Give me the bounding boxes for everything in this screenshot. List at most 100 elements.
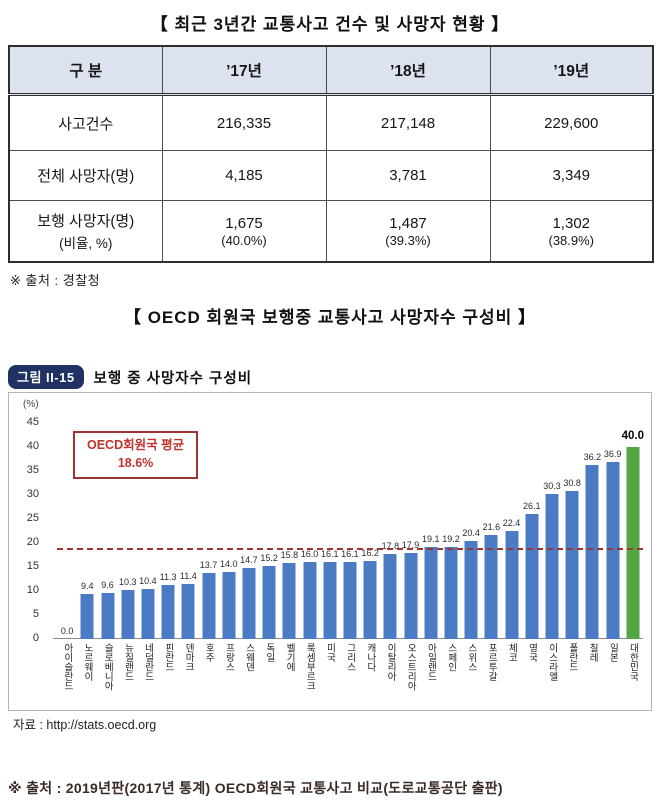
bar-category-label: 스페인 xyxy=(445,643,457,672)
cell-value: 1,675 (40.0%) xyxy=(161,200,327,263)
bar-category-label: 네덜란드 xyxy=(142,643,154,681)
plot-area: 0.0 9.4 9.6 10.3 10.4 11.3 11.4 13.7 14.0 14.7 15.… xyxy=(53,411,644,639)
bar xyxy=(545,494,559,639)
bar-column: 15.8 xyxy=(279,411,299,639)
accident-stats-table: 구 분 ’17년 ’18년 ’19년 사고건수 216,335 217,148 … xyxy=(8,45,654,263)
bar-column: 26.1 xyxy=(522,411,542,639)
bar-column: 20.4 xyxy=(461,411,481,639)
bar-column: 15.2 xyxy=(259,411,279,639)
bar-column: 22.4 xyxy=(501,411,521,639)
bar-column: 13.7 xyxy=(198,411,218,639)
row-label: 보행 사망자(명) (비율, %) xyxy=(8,200,163,263)
bar-column: 17.9 xyxy=(400,411,420,639)
col-header-2019: ’19년 xyxy=(489,45,654,96)
bar xyxy=(585,465,599,639)
bar-column: 30.3 xyxy=(542,411,562,639)
bar-column: 16.0 xyxy=(299,411,319,639)
y-tick-label: 40 xyxy=(26,440,39,452)
cell-value: 4,185 xyxy=(161,150,327,201)
bar-value-label: 16.2 xyxy=(361,548,379,558)
cell-value: 229,600 xyxy=(489,94,654,151)
bar-category-label: 룩셈부르크 xyxy=(304,643,316,691)
row-label-sub: (비율, %) xyxy=(59,236,113,251)
bar-category-label: 프랑스 xyxy=(223,643,235,672)
bar-category-label: 그리스 xyxy=(344,643,356,672)
bar-column: 9.6 xyxy=(97,411,117,639)
bar-value-label: 36.2 xyxy=(583,452,602,462)
cell-main: 1,487 xyxy=(389,214,427,232)
bar xyxy=(626,447,640,639)
y-tick-label: 25 xyxy=(26,512,39,524)
bar-category-label: 오스트리아 xyxy=(405,643,417,691)
bar-value-label: 30.8 xyxy=(563,478,581,488)
table-title: 【 최근 3년간 교통사고 건수 및 사망자 현황 】 xyxy=(150,15,510,34)
bar xyxy=(525,514,539,639)
bar-value-label: 16.1 xyxy=(320,549,339,559)
bar-column: 16.1 xyxy=(340,411,360,639)
table-row: 사고건수 216,335 217,148 229,600 xyxy=(8,94,654,151)
row-label: 전체 사망자(명) xyxy=(8,150,163,201)
bar-value-label: 30.3 xyxy=(543,481,561,491)
bar-value-label: 16.0 xyxy=(300,549,319,559)
bar-value-label: 10.4 xyxy=(139,576,157,586)
bar-value-label: 40.0 xyxy=(621,430,644,442)
bar-value-label: 19.1 xyxy=(421,534,440,544)
bar-value-label: 22.4 xyxy=(502,518,521,528)
table-row: 보행 사망자(명) (비율, %) 1,675 (40.0%) 1,487 (3… xyxy=(8,200,654,263)
category-labels: 아이슬란드 노르웨이 슬로베니아 뉴질랜드 네덜란드 핀란드 덴마크 호주 프랑스 스웨덴 독일 벨기… xyxy=(57,643,643,707)
bar-category-label: 미국 xyxy=(324,643,336,662)
bar xyxy=(383,554,397,639)
bar-column: 0.0 xyxy=(57,411,77,639)
bar-column: 40.0 xyxy=(622,411,644,639)
bar-value-label: 36.9 xyxy=(603,449,622,459)
bar-value-label: 14.0 xyxy=(219,559,238,569)
bar-column: 11.3 xyxy=(158,411,178,639)
y-tick-label: 5 xyxy=(32,608,39,620)
bar-category-label: 슬로베니아 xyxy=(102,643,114,691)
bar-value-label: 21.6 xyxy=(482,522,501,532)
bar-column: 19.2 xyxy=(441,411,461,639)
table-header-row: 구 분 ’17년 ’18년 ’19년 xyxy=(8,45,654,96)
bar-value-label: 9.6 xyxy=(101,580,114,590)
cell-main: 1,302 xyxy=(552,214,591,232)
bar-value-label: 17.8 xyxy=(381,541,400,551)
bar-column: 17.8 xyxy=(380,411,400,639)
bar-column: 10.3 xyxy=(118,411,138,639)
chart-source-note: 자료 : http://stats.oecd.org xyxy=(13,718,157,732)
bar-value-label: 16.1 xyxy=(341,549,359,559)
bar xyxy=(141,589,155,639)
cell-value: 1,487 (39.3%) xyxy=(325,200,491,263)
bar-value-label: 26.1 xyxy=(523,501,541,511)
bar-value-label: 15.2 xyxy=(260,553,278,563)
bar-column: 36.2 xyxy=(582,411,602,639)
bar xyxy=(202,573,216,639)
col-header-2017: ’17년 xyxy=(161,45,327,96)
row-label: 사고건수 xyxy=(8,94,163,151)
bar xyxy=(161,585,175,639)
bar-value-label: 14.7 xyxy=(240,555,258,565)
bar xyxy=(222,572,236,639)
bar-column: 14.0 xyxy=(219,411,239,639)
y-tick-label: 20 xyxy=(26,536,39,548)
bar xyxy=(80,594,94,639)
annotation-label: OECD회원국 평균 xyxy=(87,438,185,452)
bar-category-label: 노르웨이 xyxy=(82,643,94,681)
cell-value: 216,335 xyxy=(161,94,327,151)
figure-caption-row: 그림 II-15 보행 중 사망자수 구성비 xyxy=(8,365,252,389)
bar-category-label: 이스라엘 xyxy=(546,643,558,681)
row-label-main: 보행 사망자(명) xyxy=(37,213,135,230)
bar-category-label: 일본 xyxy=(607,643,619,662)
oecd-average-dashed-line xyxy=(57,548,643,550)
bar xyxy=(404,553,418,639)
bar-category-label: 뉴질랜드 xyxy=(122,643,134,681)
bar-column: 9.4 xyxy=(77,411,97,639)
chart-section-title: 【 OECD 회원국 보행중 교통사고 사망자수 구성비 】 xyxy=(123,308,537,327)
bar-category-label: 스위스 xyxy=(465,643,477,672)
bar-column: 36.9 xyxy=(602,411,622,639)
bar xyxy=(343,562,357,639)
bar-value-label: 0.0 xyxy=(60,626,74,636)
figure-number-badge: 그림 II-15 xyxy=(8,365,84,389)
bar-column: 14.7 xyxy=(239,411,259,639)
cell-value: 3,349 xyxy=(489,150,654,201)
